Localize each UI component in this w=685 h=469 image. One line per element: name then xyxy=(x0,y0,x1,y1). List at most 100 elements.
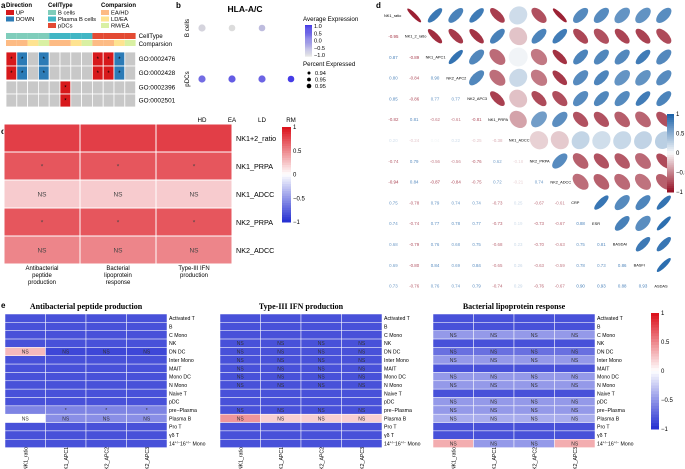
heatmap-cell xyxy=(341,422,383,432)
colorbar-segment xyxy=(651,330,659,334)
color-legend-segment xyxy=(305,35,312,37)
correlation-value: 0.26 xyxy=(514,263,523,268)
correlation-ellipse xyxy=(614,7,630,24)
heatmap-cell xyxy=(4,313,46,323)
cell-label: * xyxy=(41,220,44,227)
heatmap-cell xyxy=(473,388,515,398)
comparison-annotation-cell xyxy=(49,40,60,46)
heatmap-cell xyxy=(341,322,383,331)
celltype-annotation-cell xyxy=(81,33,93,39)
row-label: Pro T xyxy=(169,425,182,431)
heatmap-cell xyxy=(473,322,515,331)
heatmap-cell xyxy=(4,397,46,407)
correlation-ellipse xyxy=(531,28,547,44)
correlation-ellipse xyxy=(593,28,609,44)
colorbar-segment xyxy=(667,139,674,142)
heatmap-cell xyxy=(219,388,261,398)
colorbar-tick-label: 0 xyxy=(676,151,680,157)
colorbar-tick-label: 1 xyxy=(661,311,665,317)
go-cell xyxy=(102,80,115,95)
panel-label-a: a xyxy=(1,1,6,10)
correlation-ellipse xyxy=(572,153,589,169)
colorbar-segment xyxy=(282,174,291,178)
cell-label: NS xyxy=(318,358,326,364)
cell-label: NS xyxy=(237,383,245,389)
correlation-ellipse xyxy=(407,8,422,23)
heatmap-cell xyxy=(300,330,342,340)
go-cell xyxy=(16,80,28,95)
heatmap-cell xyxy=(4,322,46,331)
heatmap-cell xyxy=(45,380,87,390)
correlation-value: 0.88 xyxy=(618,284,627,289)
correlation-value: -0.94 xyxy=(388,180,399,185)
correlation-value: 0.62 xyxy=(493,159,502,164)
heatmap-cell xyxy=(45,439,87,448)
colorbar-segment xyxy=(282,138,291,142)
heatmap-cell xyxy=(45,388,87,398)
dot-point xyxy=(228,24,236,32)
heatmap-cell xyxy=(155,179,233,209)
colorbar-segment xyxy=(282,153,291,156)
row-label: Naive T xyxy=(597,391,616,397)
colorbar-tick-label: 0 xyxy=(661,369,665,375)
heatmap-cell xyxy=(45,372,87,382)
correlation-value: -0.89 xyxy=(409,55,420,60)
cell-label: NS xyxy=(103,350,111,356)
heatmap-cell xyxy=(554,338,596,348)
correlation-value: 0.93 xyxy=(639,284,648,289)
colorbar-segment xyxy=(667,178,674,181)
correlation-value: 0.76 xyxy=(431,284,440,289)
colorbar-segment xyxy=(651,388,659,392)
heatmap-cell xyxy=(85,380,127,390)
colorbar-segment xyxy=(651,336,659,340)
colorbar-segment xyxy=(667,186,674,189)
heatmap-cell xyxy=(432,430,474,440)
heatmap-cell xyxy=(4,338,46,348)
correlation-value: 0.74 xyxy=(452,284,461,289)
row-label: pre−Plasma xyxy=(384,408,412,414)
cell-label: NS xyxy=(358,408,366,414)
row-label: γδ T xyxy=(384,433,395,439)
cell-label: NS xyxy=(450,358,458,364)
row-label: DN DC xyxy=(384,350,401,356)
colorbar-segment xyxy=(282,131,291,135)
row-label: Activated T xyxy=(169,316,196,322)
colorbar-segment xyxy=(667,115,674,119)
colorbar-segment xyxy=(651,400,659,404)
heatmap-cell xyxy=(513,422,555,432)
legend-swatch xyxy=(6,16,14,22)
row-label: Naive T xyxy=(384,391,403,397)
colorbar-segment xyxy=(651,385,659,389)
correlation-ellipse xyxy=(552,70,568,86)
cell-label: NS xyxy=(189,192,199,199)
cell-label: NS xyxy=(318,408,326,414)
colorbar-segment xyxy=(282,160,291,164)
heatmap-cell xyxy=(155,123,233,153)
row-label: Inter Mono xyxy=(384,358,409,364)
correlation-ellipse xyxy=(552,111,568,128)
colorbar-segment xyxy=(282,148,291,152)
column-label: NK1_ratio xyxy=(238,447,244,469)
heatmap-cell xyxy=(341,388,383,398)
correlation-ellipse xyxy=(531,7,547,23)
correlation-ellipse xyxy=(552,153,568,169)
correlation-ellipse xyxy=(469,49,485,65)
color-legend-segment xyxy=(305,50,312,52)
heatmap-cell xyxy=(473,363,515,373)
row-label: NK xyxy=(597,341,605,347)
colorbar-segment xyxy=(282,155,291,159)
correlation-value: 0.80 xyxy=(389,76,398,81)
legend-item-label: Plasma B cells xyxy=(58,17,96,23)
colorbar-segment xyxy=(667,133,674,136)
heatmap-cell xyxy=(45,313,87,323)
cell-label: NS xyxy=(237,358,245,364)
legend-item-label: pDCs xyxy=(58,24,73,30)
correlation-ellipse xyxy=(635,153,651,169)
variable-label: ASDAS xyxy=(654,283,668,288)
colorbar-segment xyxy=(282,179,291,183)
cell-label: NS xyxy=(22,416,30,422)
heatmap-cell xyxy=(260,422,302,432)
correlation-ellipse xyxy=(552,8,567,23)
heatmap-cell xyxy=(432,313,474,323)
cell-label: * xyxy=(146,408,148,414)
